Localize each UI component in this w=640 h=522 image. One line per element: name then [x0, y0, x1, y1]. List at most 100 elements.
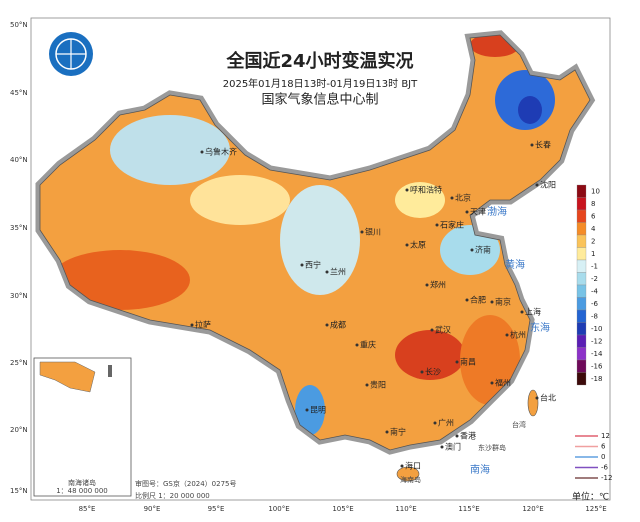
city-label: 澳门: [445, 442, 461, 452]
sea-label: 南海: [470, 463, 490, 476]
city-label: 长沙: [425, 367, 441, 377]
city-label: 兰州: [330, 267, 346, 277]
city-dot: [530, 143, 534, 147]
legend-label: -12: [591, 337, 602, 345]
city-label: 郑州: [430, 280, 446, 290]
longitude-label: 100°E: [268, 505, 289, 513]
subtitle: 2025年01月18日13时-01月19日13时 BJT: [223, 77, 418, 90]
city-label: 福州: [495, 379, 511, 388]
city-dot: [325, 323, 329, 327]
city-label: 呼和浩特: [410, 185, 442, 195]
legend-swatch: [576, 334, 587, 348]
city-dot: [305, 408, 309, 412]
city-dot: [490, 381, 494, 385]
city-label: 北京: [455, 193, 471, 203]
city-label: 长春: [535, 140, 551, 150]
city-label: 太原: [410, 240, 426, 250]
latitude-label: 50°N: [10, 21, 28, 29]
city-dot: [490, 300, 494, 304]
city-label: 广州: [438, 418, 454, 428]
city-dot: [425, 283, 429, 287]
longitude-label: 120°E: [522, 505, 543, 513]
latitude-label: 35°N: [10, 224, 28, 232]
longitude-label: 110°E: [395, 505, 416, 513]
city-label: 台北: [540, 393, 556, 403]
legend-label: 6: [591, 212, 596, 220]
legend-label: 4: [591, 225, 596, 233]
city-dot: [300, 263, 304, 267]
city-label: 沈阳: [540, 180, 556, 190]
legend-label: -8: [591, 312, 598, 320]
city-dot: [465, 210, 469, 214]
city-label: 南昌: [460, 357, 476, 367]
city-dot: [455, 360, 459, 364]
city-dot: [520, 310, 524, 314]
city-dot: [405, 243, 409, 247]
inset-label: 南海诸岛: [68, 478, 96, 487]
legend-swatch: [576, 184, 587, 198]
city-label: 西宁: [305, 260, 321, 270]
inset-map: 南海诸岛 1：48 000 000: [33, 357, 132, 497]
legend-swatch: [576, 359, 587, 373]
city-label: 杭州: [510, 330, 526, 340]
city-label: 乌鲁木齐: [205, 147, 237, 157]
city-dot: [360, 230, 364, 234]
legend-label: -4: [591, 287, 599, 295]
city-label: 合肥: [470, 295, 486, 305]
city-dot: [535, 183, 539, 187]
latitude-label: 45°N: [10, 89, 28, 97]
legend-swatch: [576, 222, 587, 236]
contour-legend-label: 12: [601, 432, 610, 440]
city-dot: [433, 421, 437, 425]
legend-label: 1: [591, 250, 595, 258]
legend-swatch: [576, 234, 587, 248]
city-dot: [190, 323, 194, 327]
legend-swatch: [576, 284, 587, 298]
contour-legend-label: -12: [601, 474, 612, 482]
legend-label: -6: [591, 300, 599, 308]
sea-label: 东沙群岛: [478, 443, 506, 452]
legend-label: -18: [591, 375, 602, 383]
scale: 比例尺 1：20 000 000: [135, 491, 210, 500]
city-dot: [465, 298, 469, 302]
city-label: 南京: [495, 297, 511, 307]
sea-label: 黄海: [505, 258, 525, 271]
longitude-label: 85°E: [79, 505, 96, 513]
legend-label: -1: [591, 262, 598, 270]
latitude-label: 30°N: [10, 292, 28, 300]
contour-legend-label: -6: [601, 464, 609, 472]
city-label: 贵阳: [370, 380, 386, 390]
legend-swatch: [576, 297, 587, 311]
longitude-label: 125°E: [585, 505, 606, 513]
city-dot: [435, 223, 439, 227]
city-label: 石家庄: [440, 220, 464, 230]
city-dot: [420, 370, 424, 374]
city-dot: [200, 150, 204, 154]
legend-swatch: [576, 272, 587, 286]
legend-swatch: [576, 259, 587, 273]
longitude-label: 115°E: [458, 505, 479, 513]
legend-label: 10: [591, 187, 600, 195]
city-dot: [505, 333, 509, 337]
city-dot: [430, 328, 434, 332]
city-dot: [405, 188, 409, 192]
city-dot: [455, 434, 459, 438]
legend-label: -10: [591, 325, 602, 333]
contour-legend-label: 0: [601, 453, 605, 461]
legend-swatch: [576, 209, 587, 223]
legend-label: 2: [591, 237, 595, 245]
legend-swatch: [576, 322, 587, 336]
city-label: 拉萨: [195, 320, 211, 330]
city-label: 昆明: [310, 406, 326, 415]
city-label: 香港: [460, 431, 476, 441]
legend-swatch: [576, 372, 587, 386]
city-label: 银川: [365, 227, 381, 237]
legend-swatch: [576, 309, 587, 323]
city-label: 海口: [405, 461, 421, 471]
city-label: 成都: [330, 320, 346, 330]
longitude-label: 95°E: [208, 505, 225, 513]
city-dot: [470, 248, 474, 252]
legend-label: -2: [591, 275, 598, 283]
sea-label: 渤海: [487, 205, 507, 218]
city-label: 重庆: [360, 340, 376, 350]
